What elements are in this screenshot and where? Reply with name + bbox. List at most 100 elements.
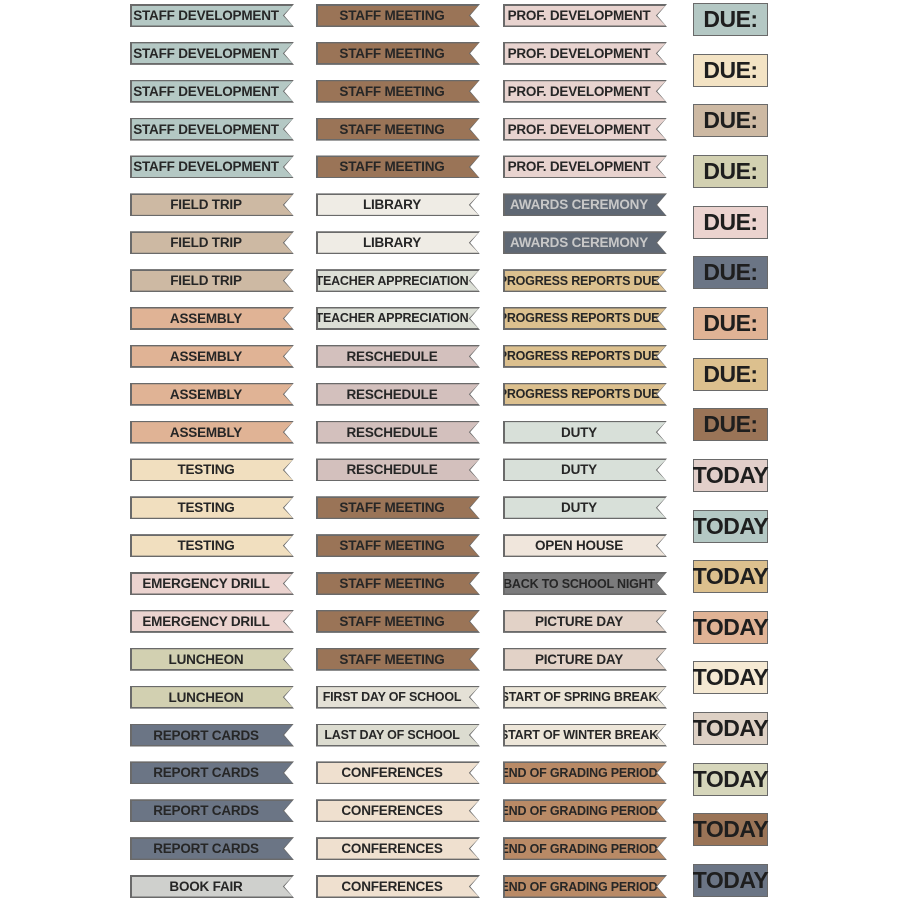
banner-sticker: PROGRESS REPORTS DUE	[503, 306, 667, 330]
banner-sticker: PROF. DEVELOPMENT	[503, 41, 667, 65]
banner-label: BOOK FAIR	[131, 876, 293, 897]
banner-label: TEACHER APPRECIATION	[317, 308, 479, 329]
banner-sticker: EMERGENCY DRILL	[130, 572, 294, 596]
banner-sticker: CONFERENCES	[316, 761, 480, 785]
banner-sticker: DUTY	[503, 496, 667, 520]
banner-label: PROGRESS REPORTS DUE	[504, 308, 666, 329]
banner-label: CONFERENCES	[317, 838, 479, 859]
today-sticker: TODAY	[693, 762, 769, 796]
banner-label: TESTING	[131, 497, 293, 518]
banner-label: END OF GRADING PERIOD	[504, 838, 666, 859]
banner-label: STAFF DEVELOPMENT	[131, 156, 293, 177]
banner-sticker: STAFF MEETING	[316, 4, 480, 27]
banner-label: STAFF MEETING	[317, 156, 479, 177]
banner-label: EMERGENCY DRILL	[131, 573, 293, 594]
banner-label: FIRST DAY OF SCHOOL	[317, 687, 479, 708]
due-sticker: DUE:	[693, 357, 768, 391]
banner-sticker: ASSEMBLY	[130, 382, 294, 406]
banner-sticker: DUTY	[503, 458, 667, 482]
banner-label: PROF. DEVELOPMENT	[504, 156, 666, 177]
banner-sticker: FIELD TRIP	[130, 231, 294, 255]
banner-label: PROGRESS REPORTS DUE	[504, 270, 666, 291]
banner-label: REPORT CARDS	[131, 762, 293, 783]
banner-sticker: RESCHEDULE	[316, 382, 480, 406]
banner-sticker: ASSEMBLY	[130, 306, 294, 330]
due-sticker: DUE:	[693, 53, 768, 87]
banner-label: CONFERENCES	[317, 800, 479, 821]
banner-label: STAFF DEVELOPMENT	[131, 5, 293, 26]
banner-sticker: AWARDS CEREMONY	[503, 231, 667, 255]
due-sticker: DUE:	[693, 256, 768, 290]
banner-label: PROGRESS REPORTS DUE	[504, 384, 666, 405]
banner-sticker: RESCHEDULE	[316, 420, 480, 444]
banner-sticker: DUTY	[503, 420, 667, 444]
banner-sticker: ASSEMBLY	[130, 344, 294, 368]
banner-label: AWARDS CEREMONY	[504, 232, 666, 253]
banner-label: DUTY	[504, 497, 666, 518]
today-sticker: TODAY	[693, 864, 769, 898]
banner-label: STAFF MEETING	[317, 5, 479, 26]
banner-sticker: CONFERENCES	[316, 799, 480, 823]
banner-label: RESCHEDULE	[317, 384, 479, 405]
banner-label: REPORT CARDS	[131, 838, 293, 859]
banner-label: FIELD TRIP	[131, 232, 293, 253]
banner-label: FIELD TRIP	[131, 194, 293, 215]
banner-label: PROF. DEVELOPMENT	[504, 81, 666, 102]
banner-label: STAFF MEETING	[317, 535, 479, 556]
banner-label: PROF. DEVELOPMENT	[504, 43, 666, 64]
banner-label: ASSEMBLY	[131, 308, 293, 329]
due-sticker: DUE:	[693, 306, 768, 340]
banner-label: LIBRARY	[317, 194, 479, 215]
banner-label: TEACHER APPRECIATION	[317, 270, 479, 291]
banner-sticker: END OF GRADING PERIOD	[503, 875, 667, 898]
banner-label: ASSEMBLY	[131, 422, 293, 443]
due-sticker: DUE:	[693, 205, 768, 239]
today-sticker: TODAY	[693, 610, 769, 644]
banner-sticker: PROGRESS REPORTS DUE	[503, 269, 667, 293]
banner-label: END OF GRADING PERIOD	[504, 800, 666, 821]
due-sticker: DUE:	[693, 408, 768, 442]
banner-label: LIBRARY	[317, 232, 479, 253]
banner-label: PROF. DEVELOPMENT	[504, 5, 666, 26]
banner-label: RESCHEDULE	[317, 422, 479, 443]
banner-label: STAFF MEETING	[317, 43, 479, 64]
banner-label: START OF SPRING BREAK	[504, 687, 666, 708]
banner-sticker: REPORT CARDS	[130, 837, 294, 861]
banner-sticker: STAFF MEETING	[316, 572, 480, 596]
today-sticker: TODAY	[693, 813, 769, 847]
banner-label: ASSEMBLY	[131, 384, 293, 405]
banner-sticker: END OF GRADING PERIOD	[503, 799, 667, 823]
banner-sticker: TEACHER APPRECIATION	[316, 269, 480, 293]
banner-label: STAFF MEETING	[317, 497, 479, 518]
banner-sticker: OPEN HOUSE	[503, 534, 667, 558]
banner-sticker: TESTING	[130, 534, 294, 558]
banner-label: LUNCHEON	[131, 649, 293, 670]
banner-label: AWARDS CEREMONY	[504, 194, 666, 215]
banner-label: REPORT CARDS	[131, 725, 293, 746]
banner-sticker: LUNCHEON	[130, 647, 294, 671]
banner-sticker: ASSEMBLY	[130, 420, 294, 444]
due-sticker: DUE:	[693, 104, 768, 138]
banner-sticker: BACK TO SCHOOL NIGHT	[503, 572, 667, 596]
banner-label: OPEN HOUSE	[504, 535, 666, 556]
today-sticker: TODAY	[693, 712, 769, 746]
banner-sticker: PROF. DEVELOPMENT	[503, 117, 667, 141]
banner-sticker: STAFF DEVELOPMENT	[130, 41, 294, 65]
banner-sticker: TESTING	[130, 496, 294, 520]
banner-label: STAFF DEVELOPMENT	[131, 81, 293, 102]
banner-sticker: STAFF MEETING	[316, 496, 480, 520]
banner-label: STAFF DEVELOPMENT	[131, 119, 293, 140]
banner-label: CONFERENCES	[317, 876, 479, 897]
banner-label: CONFERENCES	[317, 762, 479, 783]
banner-sticker: STAFF DEVELOPMENT	[130, 79, 294, 103]
today-sticker: TODAY	[693, 560, 769, 594]
banner-label: START OF WINTER BREAK	[504, 725, 666, 746]
banner-label: STAFF DEVELOPMENT	[131, 43, 293, 64]
banner-sticker: START OF SPRING BREAK	[503, 685, 667, 709]
due-sticker: DUE:	[693, 154, 768, 188]
banner-sticker: STAFF MEETING	[316, 79, 480, 103]
banner-sticker: FIELD TRIP	[130, 193, 294, 217]
banner-sticker: REPORT CARDS	[130, 761, 294, 785]
banner-label: STAFF MEETING	[317, 573, 479, 594]
today-sticker: TODAY	[693, 509, 769, 543]
